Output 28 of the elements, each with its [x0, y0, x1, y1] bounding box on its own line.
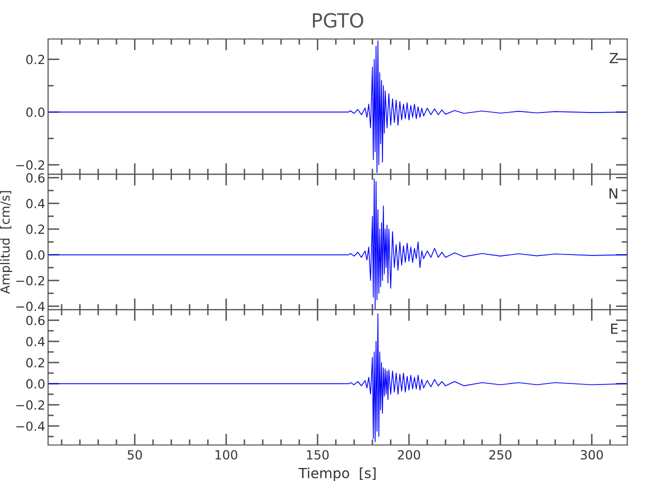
- y-tick-label: −0.4: [16, 421, 45, 431]
- y-tick-label: 0.2: [26, 224, 44, 234]
- x-tick-label: 100: [216, 450, 238, 460]
- annotation: E: [611, 324, 618, 334]
- y-tick-label: −0.2: [16, 276, 44, 286]
- y-tick-label: −0.2: [16, 400, 44, 410]
- x-tick-label: 200: [398, 450, 420, 460]
- y-tick-label: 0.0: [26, 379, 44, 389]
- y-tick-label: 0.0: [26, 108, 44, 117]
- y-tick-label: 0.4: [26, 198, 45, 208]
- x-tick-label: 50: [128, 450, 142, 460]
- y-tick-label: 0.6: [26, 316, 45, 326]
- y-tick-label: 0.6: [26, 173, 45, 183]
- y-tick-label: 0.2: [26, 54, 44, 64]
- y-tick-label: −0.2: [16, 160, 44, 170]
- y-axis-title: Amplitud [cm/s]: [0, 191, 12, 294]
- y-tick-label: −0.4: [16, 302, 45, 312]
- x-tick-label: 300: [580, 450, 603, 460]
- annotation: Z: [610, 53, 618, 64]
- line-series: [48, 313, 627, 442]
- chart-title: PGTO: [312, 13, 364, 28]
- x-tick-label: 250: [489, 450, 512, 460]
- annotation: N: [610, 188, 618, 198]
- y-tick-label: 0.4: [26, 336, 45, 346]
- y-tick-label: 0.0: [26, 250, 44, 260]
- y-tick-label: 0.2: [26, 358, 44, 368]
- x-tick-label: 150: [307, 450, 329, 460]
- x-axis-title: Tiempo [s]: [298, 468, 376, 481]
